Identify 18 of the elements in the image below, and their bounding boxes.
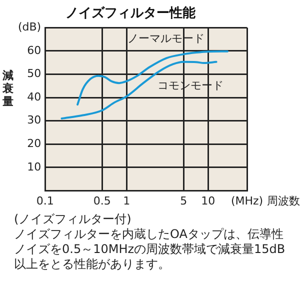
y-axis-title: 減衰量 xyxy=(2,69,14,108)
y-tick-label: 50 xyxy=(27,67,42,80)
x-tick-label: 1 xyxy=(123,194,130,208)
y-tick-label: (dB) xyxy=(18,20,42,34)
x-tick-label: 0.1 xyxy=(36,194,54,208)
text: (ノイズフィルター付) xyxy=(14,212,132,227)
x-tick-label: 0.5 xyxy=(93,194,111,208)
chart-title: ノイズフィルター性能 xyxy=(66,5,196,22)
y-tick-label: 20 xyxy=(27,137,42,150)
y-tick-label: 10 xyxy=(27,160,42,174)
text: ノイズフィルターを内蔵したOAタップは、伝導性ノイズを0.5～10MHzの周波数帯域で減衰量15dB以上をとる性能があります。 xyxy=(14,227,286,272)
x-tick-label: (MHz) xyxy=(230,194,264,208)
x-tick-label: 10 xyxy=(201,194,216,208)
x-tick-label: 5 xyxy=(180,194,188,208)
y-tick-label: 60 xyxy=(27,44,42,57)
x-axis-title: 周波数 xyxy=(267,194,300,208)
y-tick-label: 40 xyxy=(27,90,42,104)
y-tick-label: 30 xyxy=(27,114,42,127)
